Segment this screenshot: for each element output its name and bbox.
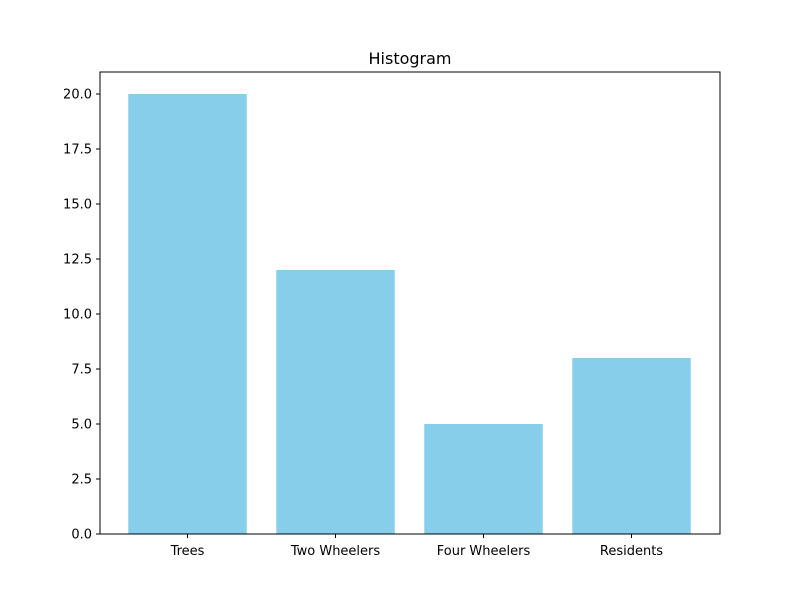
bar-two-wheelers xyxy=(276,270,395,534)
y-tick-label: 20.0 xyxy=(63,88,92,103)
x-tick-label: Two Wheelers xyxy=(290,544,381,559)
bars-layer xyxy=(128,94,691,534)
bar-four-wheelers xyxy=(424,424,543,534)
x-tick-label: Residents xyxy=(600,544,663,559)
bar-residents xyxy=(572,358,691,534)
x-tick-label: Four Wheelers xyxy=(437,544,531,559)
plot-frame xyxy=(99,71,721,535)
y-tick-label: 12.5 xyxy=(63,253,92,268)
y-tick-label: 15.0 xyxy=(63,198,92,213)
y-tick-label: 0.0 xyxy=(71,528,92,543)
y-tick-label: 2.5 xyxy=(71,473,92,488)
chart-title: Histogram xyxy=(369,49,452,68)
x-axis: Trees Two Wheelers Four Wheelers Residents xyxy=(170,534,663,559)
x-tick-label: Trees xyxy=(170,544,205,559)
y-tick-label: 17.5 xyxy=(63,143,92,158)
y-tick-label: 7.5 xyxy=(71,363,92,378)
bar-trees xyxy=(128,94,247,534)
y-axis: 0.0 2.5 5.0 7.5 10.0 12.5 15.0 17.5 20.0 xyxy=(63,88,100,543)
y-tick-label: 10.0 xyxy=(63,308,92,323)
y-tick-label: 5.0 xyxy=(71,418,92,433)
